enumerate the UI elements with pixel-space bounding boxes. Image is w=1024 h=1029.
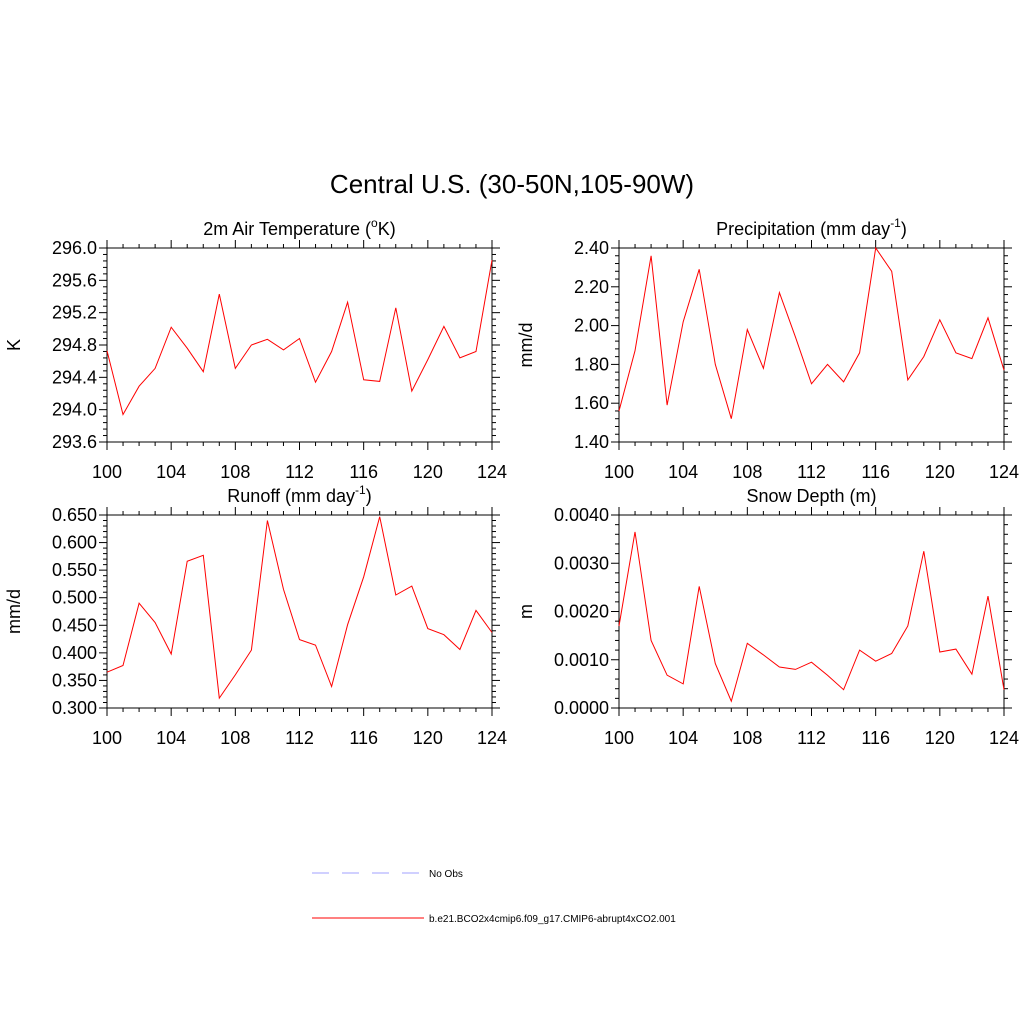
x-tick-label: 104 bbox=[668, 728, 698, 748]
x-tick-label: 112 bbox=[797, 462, 826, 482]
legend-label: No Obs bbox=[429, 869, 463, 880]
y-tick-label: 0.550 bbox=[52, 560, 97, 580]
panel-title: 2m Air Temperature (oK) bbox=[203, 216, 395, 239]
y-tick-label: 0.600 bbox=[52, 533, 97, 553]
legend-item-2: b.e21.BCO2x4cmip6.f09_g17.CMIP6-abrupt4x… bbox=[312, 914, 676, 925]
x-tick-label: 108 bbox=[732, 462, 762, 482]
series-line-1 bbox=[106, 516, 493, 700]
y-tick-label: 294.4 bbox=[52, 367, 97, 387]
panel-title-superscript: -1 bbox=[355, 483, 366, 497]
panel-title-text: Runoff (mm day bbox=[227, 486, 355, 506]
x-tick-label: 108 bbox=[732, 728, 762, 748]
panel-title-superscript: o bbox=[371, 216, 378, 230]
y-tick-label: 0.500 bbox=[52, 588, 97, 608]
y-tick-label: 2.00 bbox=[574, 316, 609, 336]
series-line-1 bbox=[106, 260, 493, 416]
panel-title: Runoff (mm day-1) bbox=[227, 483, 371, 506]
x-tick-label: 116 bbox=[861, 462, 890, 482]
y-axis-label: m bbox=[516, 604, 536, 619]
plot-frame bbox=[106, 514, 493, 709]
legend-label: b.e21.BCO2x4cmip6.f09_g17.CMIP6-abrupt4x… bbox=[429, 914, 676, 925]
y-axis-label: mm/d bbox=[4, 589, 24, 634]
y-tick-label: 2.20 bbox=[574, 277, 609, 297]
x-tick-label: 112 bbox=[797, 728, 826, 748]
plot-frame bbox=[618, 247, 1005, 443]
panel-title-text: Precipitation (mm day bbox=[716, 219, 890, 239]
y-tick-label: 0.450 bbox=[52, 615, 97, 635]
panel-title-text: Snow Depth (m) bbox=[746, 486, 876, 506]
panel-title: Snow Depth (m) bbox=[746, 486, 876, 506]
x-tick-label: 120 bbox=[413, 462, 443, 482]
x-tick-label: 120 bbox=[925, 462, 955, 482]
y-tick-label: 296.0 bbox=[52, 238, 97, 258]
y-tick-label: 0.350 bbox=[52, 670, 97, 690]
x-tick-label: 108 bbox=[220, 728, 250, 748]
x-tick-label: 104 bbox=[668, 462, 698, 482]
y-tick-label: 0.300 bbox=[52, 698, 97, 718]
x-tick-label: 124 bbox=[989, 728, 1019, 748]
y-tick-label: 294.0 bbox=[52, 400, 97, 420]
chart-panel-1: 2m Air Temperature (oK) K 100 104 108 112 116 1… bbox=[4, 216, 507, 482]
panel-title-text: 2m Air Temperature ( bbox=[203, 219, 371, 239]
x-tick-label: 120 bbox=[413, 728, 443, 748]
x-tick-label: 100 bbox=[604, 728, 634, 748]
y-tick-label: 0.0000 bbox=[554, 698, 609, 718]
x-tick-label: 116 bbox=[861, 728, 890, 748]
x-tick-label: 112 bbox=[285, 728, 314, 748]
panel-title-suffix: ) bbox=[901, 219, 907, 239]
panel-title: Precipitation (mm day-1) bbox=[716, 216, 907, 239]
chart-panel-3: Runoff (mm day-1) mm/d 100 104 108 112 116 120 1… bbox=[4, 483, 507, 748]
y-axis-label: mm/d bbox=[516, 323, 536, 368]
x-tick-label: 100 bbox=[92, 728, 122, 748]
y-tick-label: 0.400 bbox=[52, 643, 97, 663]
plot-frame bbox=[618, 514, 1005, 709]
y-tick-label: 0.0010 bbox=[554, 650, 609, 670]
x-tick-label: 100 bbox=[92, 462, 122, 482]
y-tick-label: 295.6 bbox=[52, 270, 97, 290]
figure-title: Central U.S. (30-50N,105-90W) bbox=[330, 169, 694, 199]
x-tick-label: 112 bbox=[285, 462, 314, 482]
x-tick-label: 120 bbox=[925, 728, 955, 748]
y-tick-label: 295.2 bbox=[52, 303, 97, 323]
y-tick-label: 0.0040 bbox=[554, 505, 609, 525]
x-tick-label: 124 bbox=[477, 728, 507, 748]
series-line-1 bbox=[618, 531, 1005, 703]
panel-title-suffix: K) bbox=[378, 219, 396, 239]
x-tick-label: 116 bbox=[349, 728, 378, 748]
y-tick-label: 0.0020 bbox=[554, 602, 609, 622]
y-axis-label: K bbox=[4, 339, 24, 351]
y-tick-label: 0.650 bbox=[52, 505, 97, 525]
y-tick-label: 293.6 bbox=[52, 432, 97, 452]
legend-item-1: No Obs bbox=[312, 869, 463, 880]
legend: No Obs b.e21.BCO2x4cmip6.f09_g17.CMIP6-ab… bbox=[312, 869, 676, 925]
y-tick-label: 294.8 bbox=[52, 335, 97, 355]
x-tick-label: 116 bbox=[349, 462, 378, 482]
y-tick-label: 0.0030 bbox=[554, 553, 609, 573]
x-tick-label: 100 bbox=[604, 462, 634, 482]
x-tick-label: 124 bbox=[989, 462, 1019, 482]
x-tick-label: 124 bbox=[477, 462, 507, 482]
series-line-1 bbox=[618, 246, 1005, 419]
y-tick-label: 1.40 bbox=[574, 432, 609, 452]
x-tick-label: 108 bbox=[220, 462, 250, 482]
panel-title-suffix: ) bbox=[366, 486, 372, 506]
panel-title-superscript: -1 bbox=[890, 216, 901, 230]
chart-panel-2: Precipitation (mm day-1) mm/d 100 104 108 112… bbox=[516, 216, 1019, 482]
x-tick-label: 104 bbox=[156, 728, 186, 748]
y-tick-label: 2.40 bbox=[574, 238, 609, 258]
y-tick-label: 1.80 bbox=[574, 354, 609, 374]
panels: 2m Air Temperature (oK) K 100 104 108 112 116 1… bbox=[4, 216, 1019, 748]
y-tick-label: 1.60 bbox=[574, 393, 609, 413]
chart-panel-4: Snow Depth (m) m 100 104 108 112 116 120 124 0.00… bbox=[516, 486, 1019, 748]
x-tick-label: 104 bbox=[156, 462, 186, 482]
